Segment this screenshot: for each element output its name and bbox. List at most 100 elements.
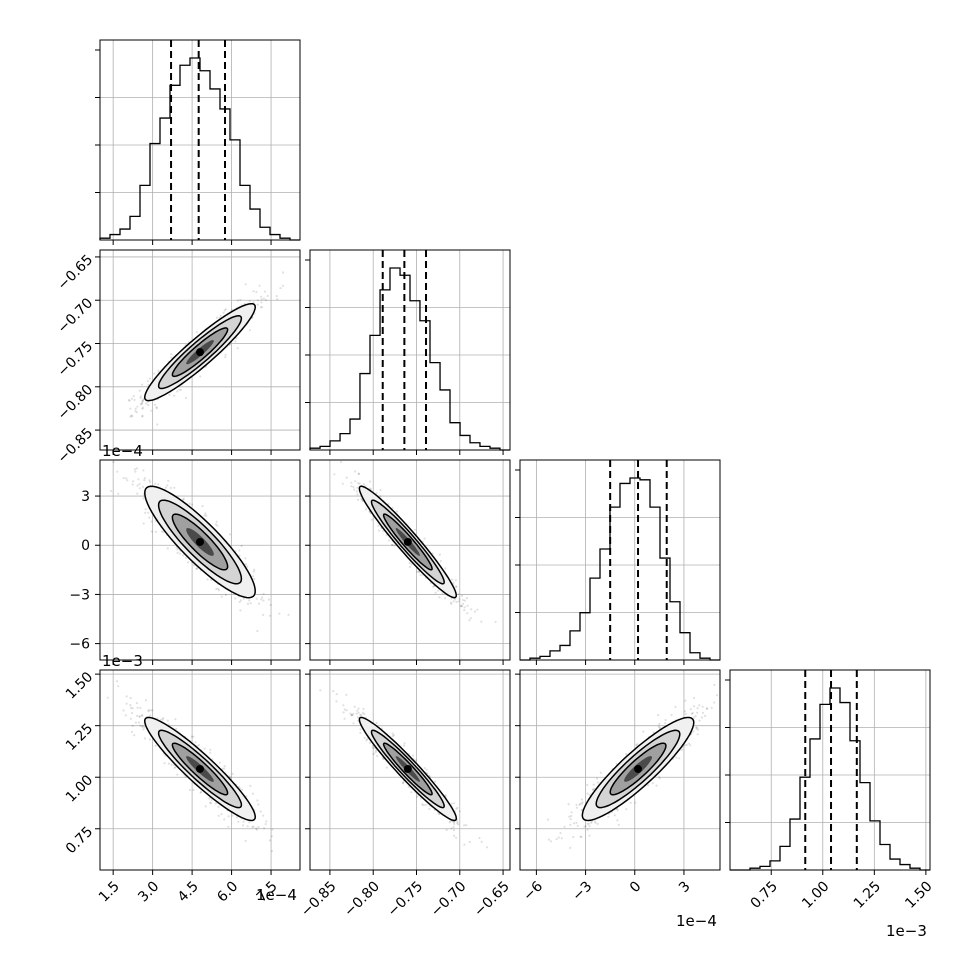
x-tick-label-1-2: −0.75 [385, 878, 427, 920]
sample-point [249, 785, 251, 787]
sample-point [148, 517, 150, 519]
sample-point [143, 479, 145, 481]
sample-point [354, 706, 356, 708]
y-tick-label-3-2: 1.25 [63, 721, 96, 754]
sample-point [346, 477, 348, 479]
sample-point [126, 695, 128, 697]
sample-point [467, 605, 469, 607]
sample-point [444, 597, 446, 599]
sample-point [470, 617, 472, 619]
sample-point [446, 829, 448, 831]
sample-point [216, 317, 218, 319]
sample-point [419, 574, 421, 576]
sample-point [357, 716, 359, 718]
sample-point [239, 299, 241, 301]
sample-point [245, 840, 247, 842]
sample-point [459, 810, 461, 812]
sample-point [375, 751, 377, 753]
sample-point [147, 512, 149, 514]
sample-point [359, 728, 361, 730]
sample-point [174, 718, 176, 720]
sample-point [353, 489, 355, 491]
sample-point [455, 579, 457, 581]
sample-point [451, 803, 453, 805]
scatter-panel-2-0: −6−303 [69, 460, 300, 665]
sample-point [185, 557, 187, 559]
sample-point [170, 487, 172, 489]
sample-point [180, 389, 182, 391]
sample-point [279, 287, 281, 289]
sample-point [144, 737, 146, 739]
sample-point [253, 301, 255, 303]
sample-point [218, 589, 220, 591]
sample-point [455, 585, 457, 587]
sample-point [176, 390, 178, 392]
sample-point [335, 700, 337, 702]
sample-point [225, 308, 227, 310]
sample-point [352, 722, 354, 724]
sample-point [221, 596, 223, 598]
sample-point [149, 378, 151, 380]
sample-point [249, 300, 251, 302]
sample-point [351, 714, 353, 716]
sample-point [252, 793, 254, 795]
sample-point [340, 461, 342, 463]
y-tick-label-1-0: −0.85 [55, 425, 97, 467]
x-tick-label-0-0: 1.5 [96, 878, 123, 905]
sample-point [139, 707, 141, 709]
sample-point [136, 715, 138, 717]
sample-point [245, 283, 247, 285]
sample-point [696, 712, 698, 714]
sample-point [252, 290, 254, 292]
sample-point [157, 483, 159, 485]
sample-point [142, 728, 144, 730]
sample-point [271, 850, 273, 852]
sample-point [229, 533, 231, 535]
sample-point [162, 719, 164, 721]
sample-point [243, 821, 245, 823]
sample-point [350, 485, 352, 487]
sample-point [261, 596, 263, 598]
sample-point [458, 600, 460, 602]
sample-point [260, 811, 262, 813]
sample-point [223, 818, 225, 820]
sample-point [271, 828, 273, 830]
sample-point [157, 370, 159, 372]
sample-point [263, 593, 265, 595]
sample-point [463, 609, 465, 611]
sample-point [256, 630, 258, 632]
sample-point [123, 477, 125, 479]
sample-point [354, 480, 356, 482]
sample-point [253, 569, 255, 571]
sample-point [150, 521, 152, 523]
sample-point [453, 802, 455, 804]
sample-point [270, 604, 272, 606]
sample-point [693, 705, 695, 707]
sample-point [486, 846, 488, 848]
sample-point [576, 807, 578, 809]
sample-point [218, 815, 220, 817]
sample-point [163, 762, 165, 764]
sample-point [674, 706, 676, 708]
sample-point [144, 512, 146, 514]
sample-point [248, 599, 250, 601]
sample-point [247, 603, 249, 605]
sample-point [359, 714, 361, 716]
sample-point [137, 478, 139, 480]
sample-point [362, 712, 364, 714]
sample-point [379, 489, 381, 491]
sample-point [369, 480, 371, 482]
sample-point [356, 490, 358, 492]
sample-point [220, 315, 222, 317]
y-tick-label-2-0: −6 [69, 637, 90, 653]
sample-point [131, 712, 133, 714]
sample-point [256, 598, 258, 600]
sample-point [357, 499, 359, 501]
y-tick-label-2-3: 3 [81, 489, 90, 505]
sample-point [218, 806, 220, 808]
sample-point [466, 597, 468, 599]
sample-point [191, 504, 193, 506]
sample-point [440, 560, 442, 562]
sample-point [117, 493, 119, 495]
